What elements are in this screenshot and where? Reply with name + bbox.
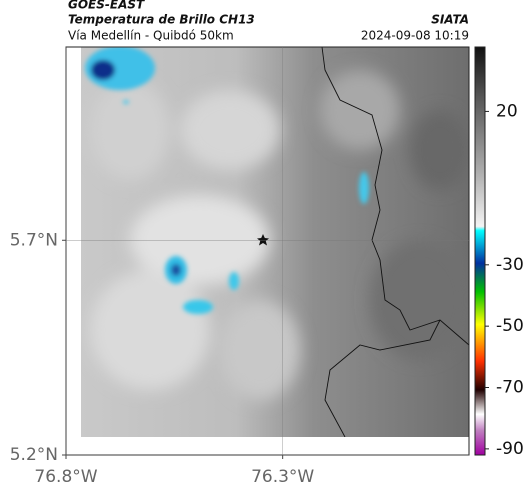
datetime: 2024-09-08 10:19 xyxy=(361,29,469,43)
satellite-image xyxy=(81,47,469,437)
title: GOES-EAST xyxy=(68,0,145,12)
colorbar-tick-label: -70 xyxy=(496,378,524,398)
colorbar-tick-label: 20 xyxy=(496,101,518,121)
colorbar-tick-label: -30 xyxy=(496,255,524,275)
subtitle: Temperatura de Brillo CH13 xyxy=(68,13,255,27)
source: SIATA xyxy=(431,13,469,27)
colorbar-tick-label: -90 xyxy=(496,439,524,459)
location: Vía Medellín - Quibdó 50km xyxy=(68,29,234,43)
axes: 76.8°W 76.3°W 5.7°N 5.2°N 20 -30 -50 -70 -90 xyxy=(10,47,524,487)
x-tick-label: 76.8°W xyxy=(34,467,97,487)
colorbar xyxy=(474,46,486,456)
city-marker xyxy=(257,234,269,246)
x-tick-label: 76.3°W xyxy=(251,467,314,487)
y-tick-label: 5.2°N xyxy=(10,445,58,465)
colorbar-tick-label: -50 xyxy=(496,316,524,336)
y-tick-label: 5.7°N xyxy=(10,230,58,250)
